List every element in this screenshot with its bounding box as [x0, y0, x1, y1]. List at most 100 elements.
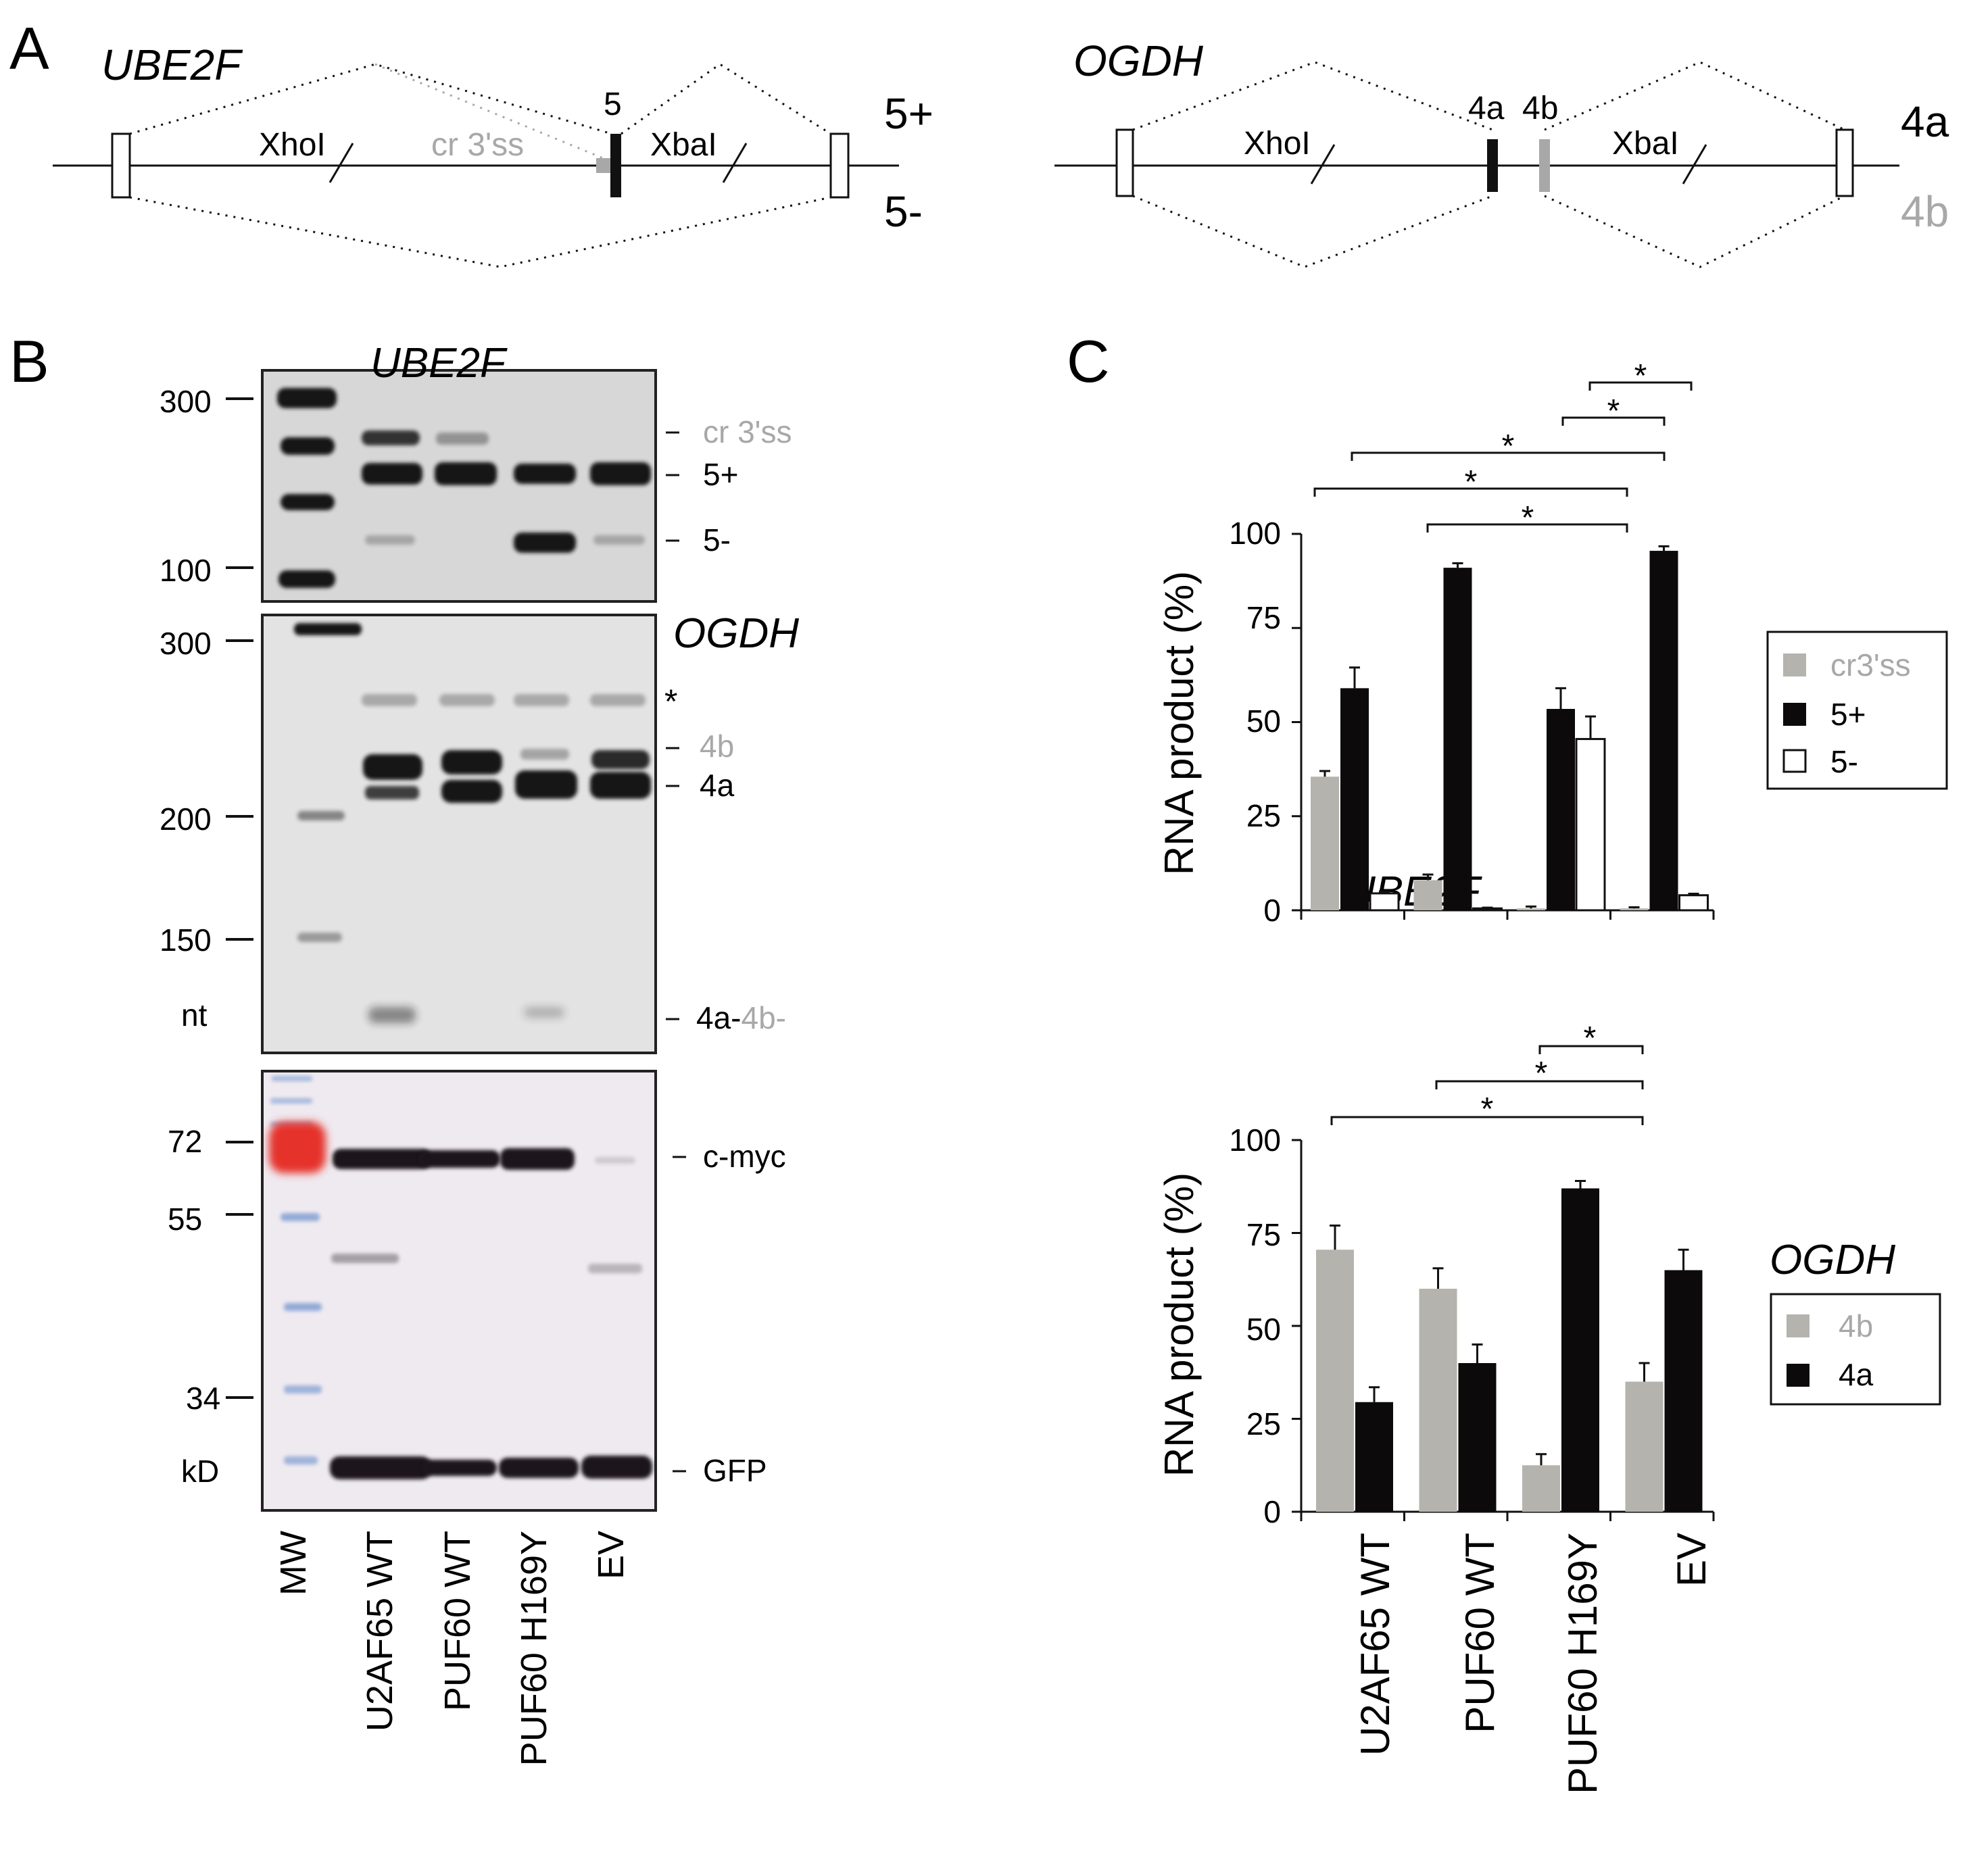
ube2f-bar: [1369, 892, 1400, 912]
ube2f-cr-label: cr 3'ss: [431, 127, 524, 163]
ogdh-bar-chart: OGDH RNA product (%) 100 75 50 25 0 4b 4…: [1157, 1020, 1941, 1794]
ogdh-bar: [1664, 1270, 1703, 1512]
ogdh-ladder-band-200: [297, 811, 345, 820]
ogdh-lane3-4b-band: [520, 749, 569, 760]
lane-label-puf60-h169y: PUF60 H169Y: [514, 1531, 554, 1766]
panel-a-letter: A: [9, 15, 49, 82]
ube2f-exon-right: [829, 132, 850, 199]
ube2f-gene-diagram: UBE2F 5 XhoI cr 3'ss XbaI 5+ 5-: [53, 41, 933, 268]
western-lane3-gfp-band: [499, 1458, 579, 1478]
ogdh-skip-band-label: 4a-4b-: [696, 1000, 786, 1035]
western-lane2-gfp-band: [422, 1460, 497, 1476]
ube2f-bracket-3: [1351, 451, 1666, 461]
ube2f-gel-bands: [277, 388, 651, 588]
panel-b-letter: B: [9, 328, 49, 395]
ube2f-chart-ylabel: RNA product (%): [1157, 571, 1202, 875]
category-label-ev: EV: [1669, 1533, 1714, 1587]
ogdh-marker-nt-label: nt: [181, 997, 208, 1033]
ube2f-ladder-band-2: [281, 437, 335, 455]
ogdh-chart-marks: [1292, 1139, 1715, 1521]
lane-label-ev: EV: [591, 1531, 631, 1579]
ogdh-lane2-4a-band: [441, 780, 502, 803]
lane-label-mw: MW: [273, 1531, 314, 1596]
ube2f-lane1-5minus-band: [365, 535, 415, 545]
western-blot-image: [261, 1070, 657, 1512]
ube2f-bar: [1649, 551, 1678, 910]
ube2f-bracket-2: [1561, 416, 1666, 426]
western-marker-55: 55: [168, 1202, 202, 1237]
ube2f-ladder-band-1: [277, 388, 337, 408]
ube2f-legend-swatch-cr: [1783, 653, 1806, 676]
ube2f-ladder-band-3: [281, 494, 335, 510]
ogdh-xhoi-label: XhoI: [1244, 126, 1311, 162]
ube2f-star-4: *: [1465, 464, 1478, 500]
ogdh-bracket-2: [1435, 1080, 1644, 1089]
ogdh-exon-4b: [1539, 139, 1550, 192]
western-lane1-gfp-band: [330, 1456, 431, 1479]
ogdh-skip-band-label-4a: 4a-: [696, 1000, 741, 1035]
ogdh-star-band-label: *: [664, 683, 677, 720]
ube2f-gel-panel: UBE2F 300 100 cr 3'ss 5+ 5-: [160, 340, 792, 603]
ube2f-ytick-0: 0: [1263, 893, 1281, 928]
ube2f-star-2: *: [1607, 393, 1620, 429]
ube2f-bracket-5: [1426, 523, 1628, 533]
ube2f-marker-100: 100: [160, 553, 212, 588]
ogdh-ytick-0: 0: [1263, 1494, 1281, 1529]
ogdh-bar: [1458, 1363, 1497, 1512]
ube2f-legend-label-5plus: 5+: [1830, 697, 1866, 732]
ube2f-exon-5-label: 5: [604, 87, 622, 122]
ube2f-yticks: 100 75 50 25 0: [1229, 516, 1281, 928]
ube2f-ytick-25: 25: [1246, 798, 1281, 833]
ogdh-bar: [1561, 1188, 1599, 1512]
ube2f-bar-chart: UBE2F RNA product (%) 100 75 50 25 0 cr3…: [1157, 358, 1948, 928]
ogdh-lane3-4a-band: [515, 770, 577, 799]
ube2f-bracket-4: [1313, 487, 1628, 497]
ogdh-yticks: 100 75 50 25 0: [1229, 1122, 1281, 1529]
ube2f-bar: [1517, 908, 1545, 910]
ogdh-star-1: *: [1584, 1020, 1597, 1056]
ube2f-lane4-5minus-band: [593, 535, 645, 545]
ogdh-bar: [1419, 1289, 1457, 1512]
western-ladder-band-blue-1: [272, 1076, 312, 1081]
ogdh-bar: [1316, 1250, 1354, 1512]
ube2f-lane1-cr-band: [362, 430, 420, 445]
western-lane4-minor-band: [588, 1264, 642, 1273]
ube2f-bar: [1340, 688, 1369, 910]
ogdh-star-2: *: [1535, 1056, 1548, 1091]
ogdh-legend-label-4a: 4a: [1839, 1357, 1874, 1392]
ogdh-lane1-star-band: [362, 694, 417, 706]
ogdh-exon-left: [1115, 128, 1134, 197]
western-blot-panel: 72 55 34 kD c-myc GFP: [168, 1070, 786, 1512]
ogdh-legend-swatch-4a: [1787, 1364, 1810, 1387]
ube2f-chart-marks: [1292, 533, 1715, 920]
western-lane2-cmyc-band: [419, 1150, 500, 1168]
western-lane1-cmyc-band: [333, 1149, 431, 1169]
ube2f-ytick-50: 50: [1246, 704, 1281, 739]
ube2f-gel-title: UBE2F: [370, 340, 508, 387]
ogdh-bar: [1522, 1465, 1560, 1512]
ube2f-bar: [1472, 907, 1503, 912]
ube2f-gene-label: UBE2F: [101, 41, 243, 89]
ogdh-legend-swatch-4b: [1787, 1314, 1810, 1337]
ogdh-ytick-50: 50: [1246, 1312, 1281, 1347]
ube2f-cryptic-exon: [596, 158, 614, 173]
western-ladder: [269, 1076, 326, 1464]
ube2f-5plus-label: 5+: [884, 89, 933, 138]
ogdh-gel-title: OGDH: [673, 610, 799, 657]
ube2f-ladder-band-4: [278, 570, 335, 588]
chart-category-labels: U2AF65 WT PUF60 WT PUF60 H169Y EV: [1353, 1533, 1714, 1794]
western-unit-kd: kD: [181, 1454, 219, 1489]
ogdh-significance-brackets: [1330, 1045, 1644, 1125]
ube2f-bar: [1547, 709, 1575, 910]
ogdh-splice-4b-left: [1132, 195, 1493, 268]
ogdh-splice-4a-right: [1544, 195, 1845, 268]
ogdh-lane2-star-band: [439, 694, 495, 706]
western-lane3-cmyc-band: [500, 1148, 575, 1170]
ube2f-5minus-band-label: 5-: [703, 522, 731, 558]
ube2f-splice-5plus-right: [621, 63, 831, 135]
western-ladder-band-red: [269, 1122, 326, 1173]
ube2f-splice-cryptic: [374, 63, 604, 159]
ube2f-bar: [1413, 880, 1442, 910]
western-gfp-label: GFP: [703, 1453, 767, 1488]
lane-label-puf60-wt: PUF60 WT: [437, 1531, 478, 1711]
